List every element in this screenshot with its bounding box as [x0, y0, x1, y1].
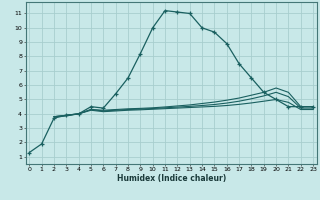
X-axis label: Humidex (Indice chaleur): Humidex (Indice chaleur) — [116, 174, 226, 183]
